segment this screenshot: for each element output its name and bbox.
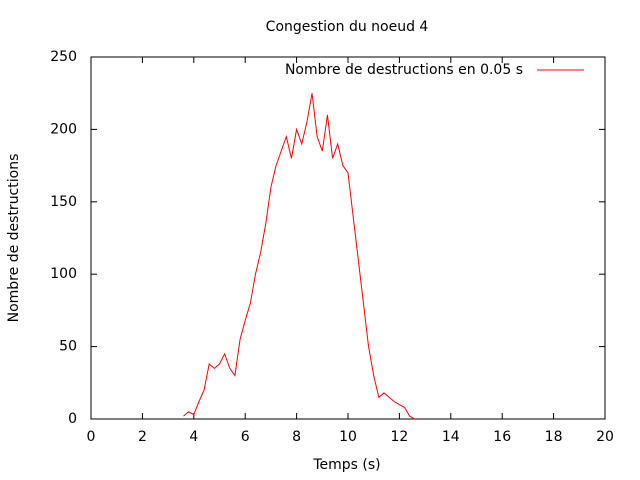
y-tick-label: 100 <box>50 266 77 282</box>
x-tick-label: 12 <box>390 429 408 445</box>
y-tick-label: 150 <box>50 194 77 210</box>
y-tick-label: 250 <box>50 49 77 65</box>
y-tick-label: 50 <box>59 339 77 355</box>
plot-frame <box>90 56 606 420</box>
chart-title: Congestion du noeud 4 <box>266 19 429 35</box>
x-tick-label: 18 <box>545 429 563 445</box>
y-tick-label: 0 <box>68 411 77 427</box>
x-tick-label: 20 <box>596 429 614 445</box>
x-tick-label: 2 <box>138 429 147 445</box>
x-tick-label: 0 <box>87 429 96 445</box>
x-axis-label: Temps (s) <box>312 457 380 473</box>
x-tick-label: 6 <box>241 429 250 445</box>
x-tick-label: 14 <box>442 429 460 445</box>
x-tick-label: 8 <box>292 429 301 445</box>
legend-label: Nombre de destructions en 0.05 s <box>285 62 523 78</box>
y-tick-label: 200 <box>50 121 77 137</box>
x-tick-label: 4 <box>189 429 198 445</box>
data-line <box>183 93 416 420</box>
x-tick-label: 10 <box>339 429 357 445</box>
x-tick-label: 16 <box>493 429 511 445</box>
y-axis-label: Nombre de destructions <box>6 154 22 323</box>
